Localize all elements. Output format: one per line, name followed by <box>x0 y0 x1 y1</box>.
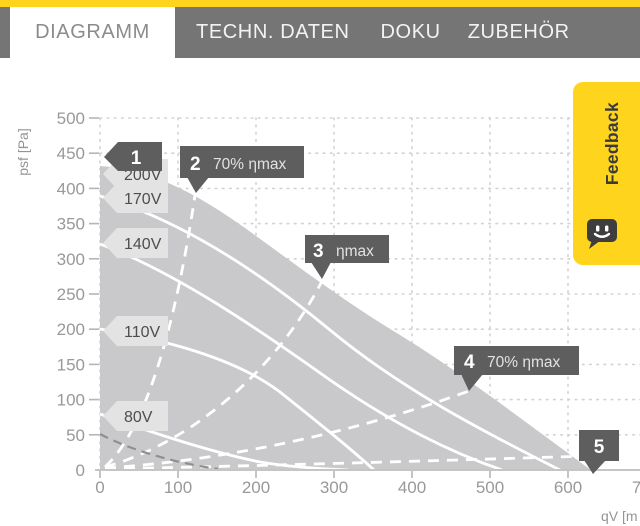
tab-label: DOKU <box>380 21 441 43</box>
x-tick-labels: 0 100 200 300 400 500 600 700 <box>95 478 640 497</box>
marker-number: 5 <box>594 437 605 458</box>
y-tick-label: 0 <box>76 461 85 480</box>
y-tick-label: 450 <box>57 144 85 163</box>
system-curve-point2 <box>104 194 197 469</box>
marker-number: 1 <box>131 148 142 169</box>
marker-label: 70% ηmax <box>213 156 286 173</box>
operating-envelope-area <box>100 166 591 470</box>
system-curve-point4 <box>104 389 470 470</box>
tab-techn-daten[interactable]: TECHN. DATEN <box>196 7 350 58</box>
system-curve-point3 <box>104 278 325 469</box>
x-tick-label: 100 <box>164 478 192 497</box>
voltage-tag-80v: 80V <box>103 401 168 431</box>
operating-point-marker-5: 5 <box>579 430 619 474</box>
brand-accent-bar <box>0 0 640 7</box>
marker-label: 70% ηmax <box>487 354 560 371</box>
system-curve-point5 <box>104 454 589 471</box>
voltage-tag-170v: 170V <box>103 183 168 213</box>
x-tick-label: 600 <box>554 478 582 497</box>
x-tick-label: 500 <box>476 478 504 497</box>
y-tick-labels: 500 450 400 350 300 250 200 150 100 50 0 <box>57 109 85 480</box>
y-tick-label: 150 <box>57 355 85 374</box>
x-tick-label: 700 <box>632 478 640 497</box>
tab-doku[interactable]: DOKU <box>381 7 441 58</box>
voltage-tag-label: 110V <box>124 324 161 341</box>
voltage-tag-label: 80V <box>124 409 153 426</box>
system-curves <box>104 194 589 471</box>
y-tick-label: 250 <box>57 285 85 304</box>
y-tick-label: 500 <box>57 109 85 128</box>
header: DIAGRAMM TECHN. DATEN DOKU ZUBEHÖR <box>0 0 640 58</box>
operating-point-marker-4: 4 70% ηmax <box>454 346 579 391</box>
y-axis-title: psf [Pa] <box>15 128 31 175</box>
limit-curve <box>99 433 219 471</box>
chat-smiley-icon <box>587 219 617 249</box>
y-tick-label: 100 <box>57 391 85 410</box>
tab-zubehoer[interactable]: ZUBEHÖR <box>468 7 570 58</box>
voltage-tag-label: 140V <box>124 236 162 253</box>
x-tick-label: 300 <box>320 478 348 497</box>
voltage-tag-140v: 140V <box>103 228 168 258</box>
y-axis-ticks <box>89 117 99 436</box>
operating-point-marker-1: 1 <box>104 142 162 171</box>
marker-number: 3 <box>313 241 324 262</box>
tab-diagramm[interactable]: DIAGRAMM <box>10 7 175 58</box>
fan-curve-170v <box>99 194 561 472</box>
operating-point-marker-2: 2 70% ηmax <box>180 146 304 193</box>
y-tick-label: 350 <box>57 215 85 234</box>
y-tick-label: 50 <box>66 426 85 445</box>
tab-bar: DIAGRAMM TECHN. DATEN DOKU ZUBEHÖR <box>0 7 640 58</box>
y-tick-label: 200 <box>57 320 85 339</box>
marker-number: 4 <box>464 352 475 373</box>
y-tick-label: 300 <box>57 250 85 269</box>
y-tick-label: 400 <box>57 179 85 198</box>
tab-label: TECHN. DATEN <box>196 21 350 43</box>
x-tick-label: 400 <box>398 478 426 497</box>
tab-label: DIAGRAMM <box>35 21 150 43</box>
operating-point-marker-3: 3 ηmax <box>305 235 389 279</box>
marker-number: 2 <box>190 154 201 175</box>
feedback-label: Feedback <box>602 102 622 186</box>
x-axis-title: qV [m <box>601 508 638 524</box>
tab-label: ZUBEHÖR <box>467 21 570 43</box>
voltage-tag-label: 200V <box>124 167 162 184</box>
feedback-button[interactable]: Feedback <box>573 82 640 265</box>
x-axis-ticks <box>99 471 569 478</box>
voltage-tag-110v: 110V <box>103 316 168 346</box>
fan-curve-140v <box>99 242 503 472</box>
x-tick-label: 200 <box>242 478 270 497</box>
marker-label: ηmax <box>336 243 374 260</box>
x-tick-label: 0 <box>95 478 104 497</box>
voltage-tag-label: 170V <box>124 191 162 208</box>
